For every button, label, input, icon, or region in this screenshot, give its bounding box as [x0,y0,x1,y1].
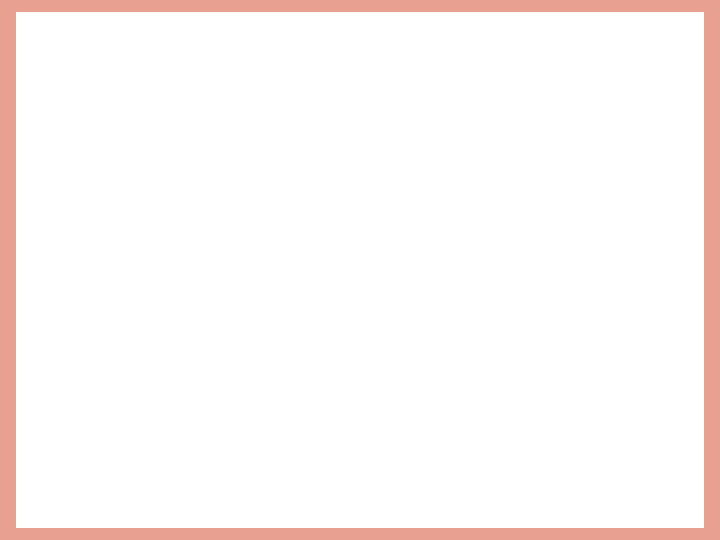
Ellipse shape [49,283,59,289]
Text: ↶: ↶ [71,171,95,191]
Ellipse shape [49,126,59,133]
Text: ERYTHROCYTE FUNCTION: ERYTHROCYTE FUNCTION [97,57,612,91]
Text: 2: 2 [502,362,512,380]
Text: ↶: ↶ [71,219,95,240]
Text: molecule: molecule [76,320,177,342]
Text: Protein globin: two alpha and two beta chains: Protein globin: two alpha and two beta c… [104,170,624,192]
Text: Hemoglobin structure: Hemoglobin structure [76,119,325,140]
Text: Each Hb molecule can transport four O: Each Hb molecule can transport four O [76,348,521,370]
Text: Heme pigment bonded to each globin chain: Heme pigment bonded to each globin chain [104,219,598,240]
Text: Iron atom in each heme can bind to one O: Iron atom in each heme can bind to one O [76,275,552,297]
Text: 2: 2 [536,289,546,307]
Ellipse shape [49,356,59,362]
Circle shape [640,482,692,521]
